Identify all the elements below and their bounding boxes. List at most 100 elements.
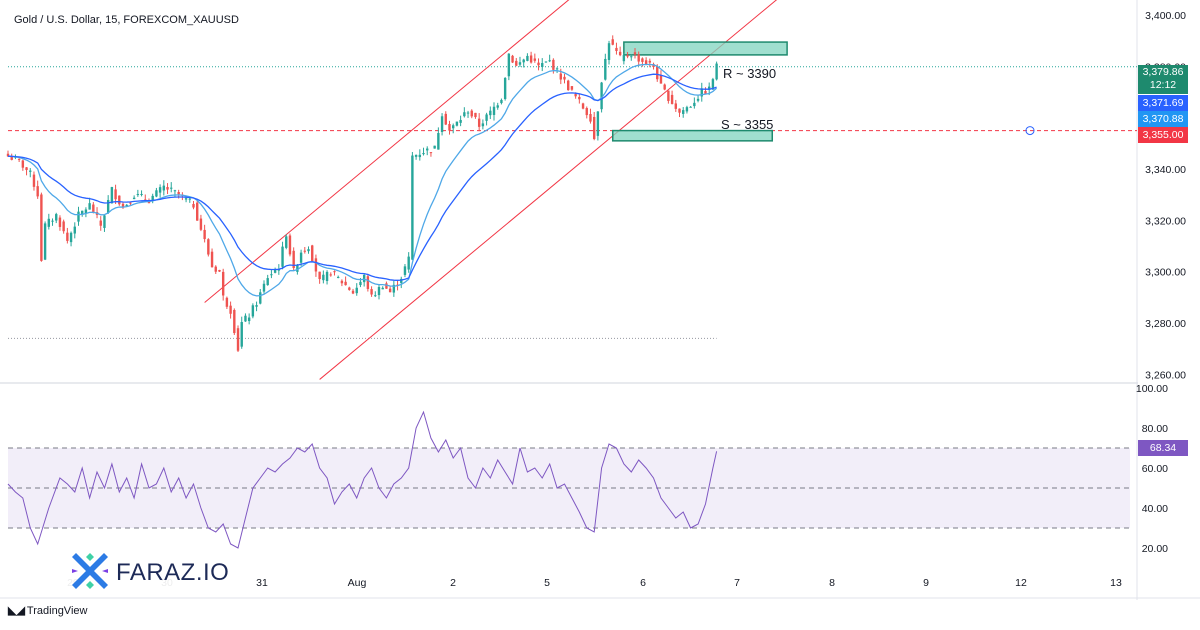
candle-body: [696, 98, 700, 101]
candle-body: [570, 86, 574, 90]
candle-body: [244, 315, 247, 322]
candle-body: [129, 202, 132, 204]
candle-body: [377, 287, 381, 296]
candle-body: [641, 58, 644, 62]
rsi-value-tag: 68.34: [1138, 440, 1188, 456]
candle-body: [214, 266, 217, 272]
candle-body: [592, 116, 596, 140]
time-tick-label: 7: [734, 577, 740, 589]
candle-body: [203, 229, 206, 240]
candle-body: [158, 187, 162, 193]
candle-body: [693, 102, 696, 107]
last-price-tag: 3,379.86 12:12: [1138, 65, 1188, 94]
symbol-title[interactable]: Gold / U.S. Dollar, 15, FOREXCOM_XAUUSD: [14, 14, 239, 26]
ema-slow-line: [7, 73, 717, 281]
candle-body: [463, 112, 466, 117]
candle-body: [429, 152, 433, 154]
last-price-value: 3,379.86: [1142, 66, 1184, 78]
candle-body: [670, 94, 674, 104]
candle-body: [374, 295, 377, 297]
candle-body: [385, 283, 388, 289]
candle-body: [455, 121, 459, 126]
candle-body: [240, 322, 243, 347]
candle-body: [611, 39, 614, 45]
support-resistance-zones: [611, 41, 788, 142]
candle-body: [340, 280, 344, 284]
candle-body: [700, 88, 703, 97]
candle-body: [255, 305, 258, 307]
candle-body: [707, 86, 711, 90]
candle-body: [84, 209, 88, 214]
candle-body: [55, 214, 58, 221]
candle-body: [440, 116, 444, 132]
candle-body: [118, 195, 121, 205]
candle-body: [106, 200, 110, 213]
candle-body: [652, 64, 655, 68]
price-tick-label: 3,320.00: [1145, 215, 1186, 227]
candle-body: [518, 62, 522, 65]
price-reference-lines: [8, 66, 1137, 339]
candle-body: [10, 156, 13, 160]
time-tick-label: 5: [544, 577, 550, 589]
channel-upper-line: [204, 0, 570, 303]
price-tick-label: 3,400.00: [1145, 10, 1186, 22]
candle-body: [303, 250, 306, 252]
candle-body: [210, 251, 214, 268]
candle-body: [381, 287, 384, 290]
candle-body: [288, 235, 292, 255]
candle-body: [615, 47, 618, 51]
candle-body: [659, 75, 663, 84]
rsi-panel: [7, 410, 1130, 549]
candle-body: [533, 58, 537, 61]
candle-body: [132, 197, 136, 200]
candle-body: [574, 94, 577, 97]
candle-body: [88, 203, 91, 210]
tradingview-label: TradingView: [26, 605, 88, 617]
candle-body: [674, 103, 677, 109]
candle-body: [40, 194, 43, 261]
candle-body: [207, 239, 210, 255]
channel-lower-line: [319, 0, 778, 380]
candle-body: [151, 195, 154, 201]
price-tick-label: 3,280.00: [1145, 318, 1186, 330]
candle-body: [537, 62, 540, 66]
candle-body: [663, 84, 666, 90]
price-tick-label: 3,340.00: [1145, 164, 1186, 176]
bar-countdown: 12:12: [1149, 79, 1177, 91]
candle-body: [366, 276, 370, 289]
candle-body: [544, 61, 548, 63]
candle-body: [333, 271, 336, 273]
candle-body: [77, 211, 80, 222]
time-tick-label: 9: [923, 577, 929, 589]
candle-body: [503, 77, 507, 100]
candle-body: [247, 317, 251, 322]
candle-body: [299, 252, 303, 263]
candle-body: [578, 96, 581, 100]
candle-body: [407, 256, 410, 270]
candle-body: [403, 266, 407, 275]
candle-body: [459, 119, 462, 123]
candle-body: [29, 170, 32, 172]
time-tick-label: Aug: [348, 577, 367, 589]
candle-body: [196, 202, 199, 221]
candle-body: [437, 133, 440, 150]
candle-body: [47, 218, 51, 227]
candle-body: [351, 290, 355, 294]
support-label: S ~ 3355: [721, 117, 773, 132]
candle-body: [259, 292, 262, 304]
candle-body: [184, 198, 188, 200]
candle-body: [225, 297, 229, 307]
candle-body: [110, 187, 114, 204]
candle-body: [336, 276, 340, 278]
candle-body: [136, 194, 140, 196]
rsi-tick-label: 100.00: [1136, 383, 1168, 395]
candle-body: [177, 192, 180, 195]
price-channel: [204, 0, 778, 380]
candle-body: [507, 53, 511, 77]
candle-body: [322, 274, 325, 281]
tradingview-logo[interactable]: ◣◢ TradingView: [8, 604, 87, 617]
candle-body: [511, 55, 514, 63]
candle-body: [622, 55, 626, 62]
candle-body: [51, 220, 54, 222]
brand-watermark: FARAZ.IO: [66, 545, 231, 597]
